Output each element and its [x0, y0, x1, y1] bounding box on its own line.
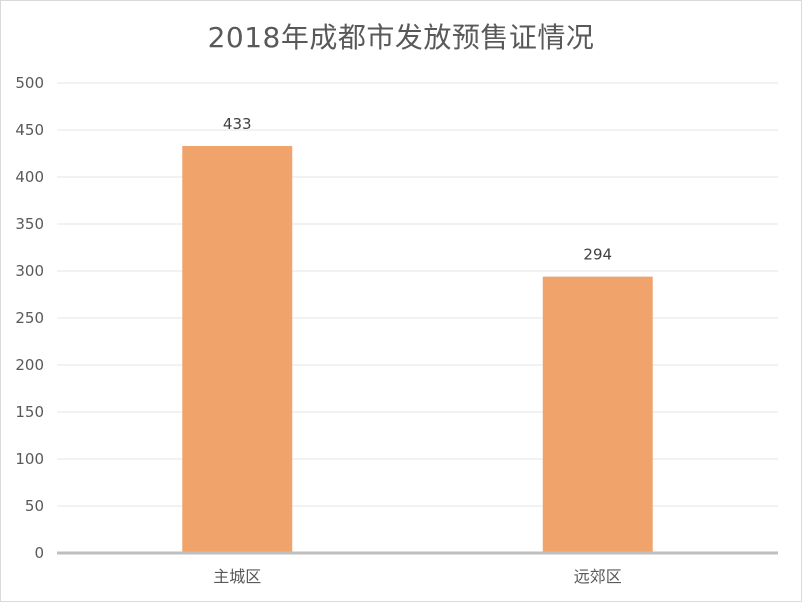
data-label: 433 [223, 115, 252, 133]
y-tick-label: 50 [25, 497, 44, 515]
y-tick-label: 100 [15, 450, 44, 468]
y-tick-label: 200 [15, 356, 44, 374]
y-tick-label: 400 [15, 168, 44, 186]
y-tick-label: 0 [34, 544, 44, 562]
y-tick-label: 450 [15, 121, 44, 139]
bar [542, 276, 653, 553]
category-labels: 主城区 远郊区 [213, 567, 622, 586]
y-tick-label: 250 [15, 309, 44, 327]
y-tick-label: 350 [15, 215, 44, 233]
category-label: 主城区 [213, 567, 261, 586]
y-axis-ticks: 0 50 100 150 200 250 300 350 400 450 500 [15, 74, 44, 562]
chart-title: 2018年成都市发放预售证情况 [207, 21, 595, 54]
data-labels: 433 294 [223, 115, 612, 264]
bars [182, 145, 653, 554]
y-tick-label: 150 [15, 403, 44, 421]
y-tick-label: 300 [15, 262, 44, 280]
bar [182, 145, 293, 554]
gridlines [57, 82, 778, 507]
y-tick-label: 500 [15, 74, 44, 92]
category-label: 远郊区 [574, 567, 622, 586]
data-label: 294 [583, 246, 612, 264]
